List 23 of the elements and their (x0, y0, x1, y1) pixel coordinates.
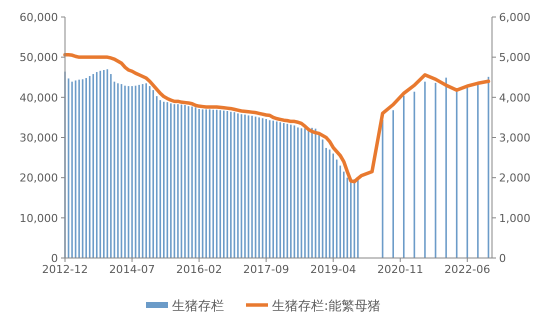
y-tick-label: 60,000 (20, 11, 58, 24)
y-tick-label: 50,000 (20, 51, 58, 64)
y-tick-label: 0 (51, 252, 58, 265)
y-tick-label: 10,000 (20, 212, 58, 225)
y-tick-label: 20,000 (20, 172, 58, 185)
y2-tick-label: 5,000 (499, 51, 530, 64)
y2-tick-label: 1,000 (499, 212, 530, 225)
x-tick-label: 2020-11 (377, 263, 424, 276)
y2-tick-label: 4,000 (499, 91, 530, 104)
y2-tick-label: 2,000 (499, 172, 530, 185)
y2-tick-label: 0 (499, 252, 506, 265)
y-tick-label: 30,000 (20, 132, 58, 144)
legend-label: 生猪存栏 (172, 299, 224, 314)
x-tick-label: 2016-02 (176, 263, 222, 276)
legend-label: 生猪存栏:能繁母猪 (272, 299, 380, 314)
y2-tick-label: 3,000 (499, 132, 530, 144)
y2-tick-label: 6,000 (499, 11, 530, 24)
x-tick-label: 2019-04 (310, 263, 356, 276)
x-tick-label: 2017-09 (243, 263, 290, 276)
y-tick-label: 40,000 (20, 91, 58, 104)
x-tick-label: 2014-07 (109, 263, 156, 276)
x-tick-label: 2012-12 (42, 263, 88, 276)
x-tick-label: 2022-06 (444, 263, 490, 276)
